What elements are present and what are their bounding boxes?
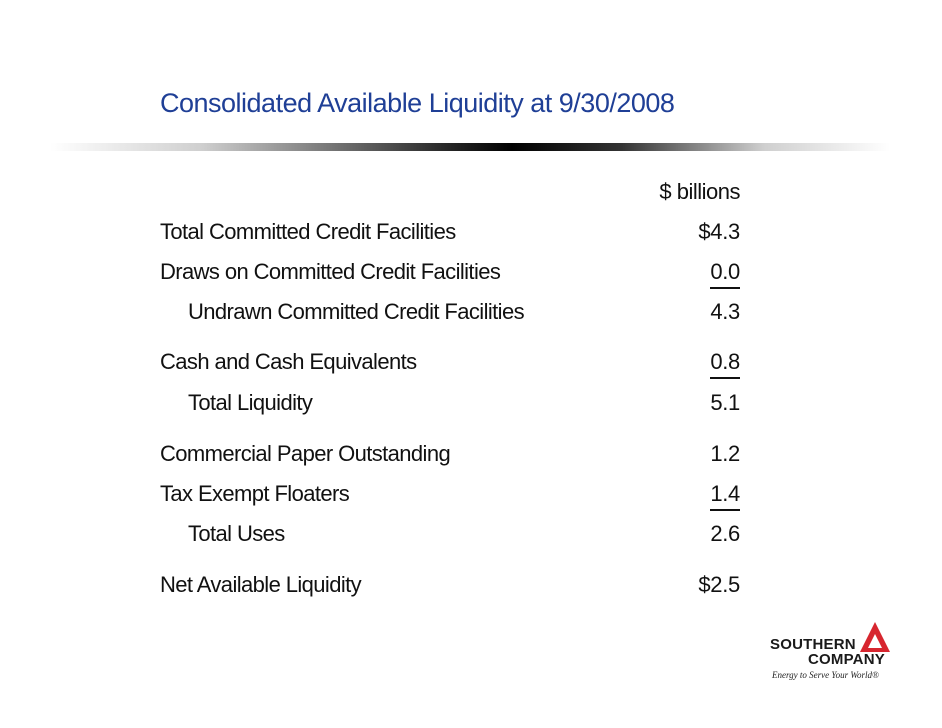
row-value: $2.5 xyxy=(698,572,740,597)
row-value: 4.3 xyxy=(710,299,740,324)
table-row: Draws on Committed Credit Facilities 0.0 xyxy=(160,259,740,289)
triangle-logo-icon xyxy=(860,622,890,652)
southern-company-logo: SOUTHERN COMPANY Energy to Serve Your Wo… xyxy=(768,620,898,690)
logo-text-company: COMPANY xyxy=(808,651,885,668)
table-row: Commercial Paper Outstanding 1.2 xyxy=(160,441,740,471)
table-row: Total Liquidity 5.1 xyxy=(160,390,740,420)
row-value: 2.6 xyxy=(710,521,740,546)
row-label: Total Committed Credit Facilities xyxy=(160,219,456,244)
table-row: Net Available Liquidity $2.5 xyxy=(160,572,740,602)
row-label: Tax Exempt Floaters xyxy=(160,481,350,506)
row-value: $4.3 xyxy=(698,219,740,244)
slide-title: Consolidated Available Liquidity at 9/30… xyxy=(160,88,675,118)
table-row: Cash and Cash Equivalents 0.8 xyxy=(160,349,740,379)
row-label: Total Liquidity xyxy=(188,390,313,415)
row-label: Draws on Committed Credit Facilities xyxy=(160,259,501,284)
table-row: Tax Exempt Floaters 1.4 xyxy=(160,481,740,511)
row-value: 1.4 xyxy=(710,481,740,511)
row-label: Commercial Paper Outstanding xyxy=(160,441,451,466)
unit-header: $ billions xyxy=(659,179,740,204)
logo-text-southern: SOUTHERN xyxy=(770,636,856,653)
row-value: 0.0 xyxy=(710,259,740,289)
row-value: 0.8 xyxy=(710,349,740,379)
row-label: Total Uses xyxy=(188,521,285,546)
row-label: Cash and Cash Equivalents xyxy=(160,349,417,374)
table-row: Total Uses 2.6 xyxy=(160,521,740,551)
row-value: 5.1 xyxy=(710,390,740,415)
table-row: Total Committed Credit Facilities $4.3 xyxy=(160,219,740,249)
logo-tagline: Energy to Serve Your World® xyxy=(772,670,879,680)
row-label: Net Available Liquidity xyxy=(160,572,362,597)
table-row: Undrawn Committed Credit Facilities 4.3 xyxy=(160,299,740,329)
row-label: Undrawn Committed Credit Facilities xyxy=(188,299,525,324)
title-divider xyxy=(50,143,890,151)
row-value: 1.2 xyxy=(710,441,740,466)
